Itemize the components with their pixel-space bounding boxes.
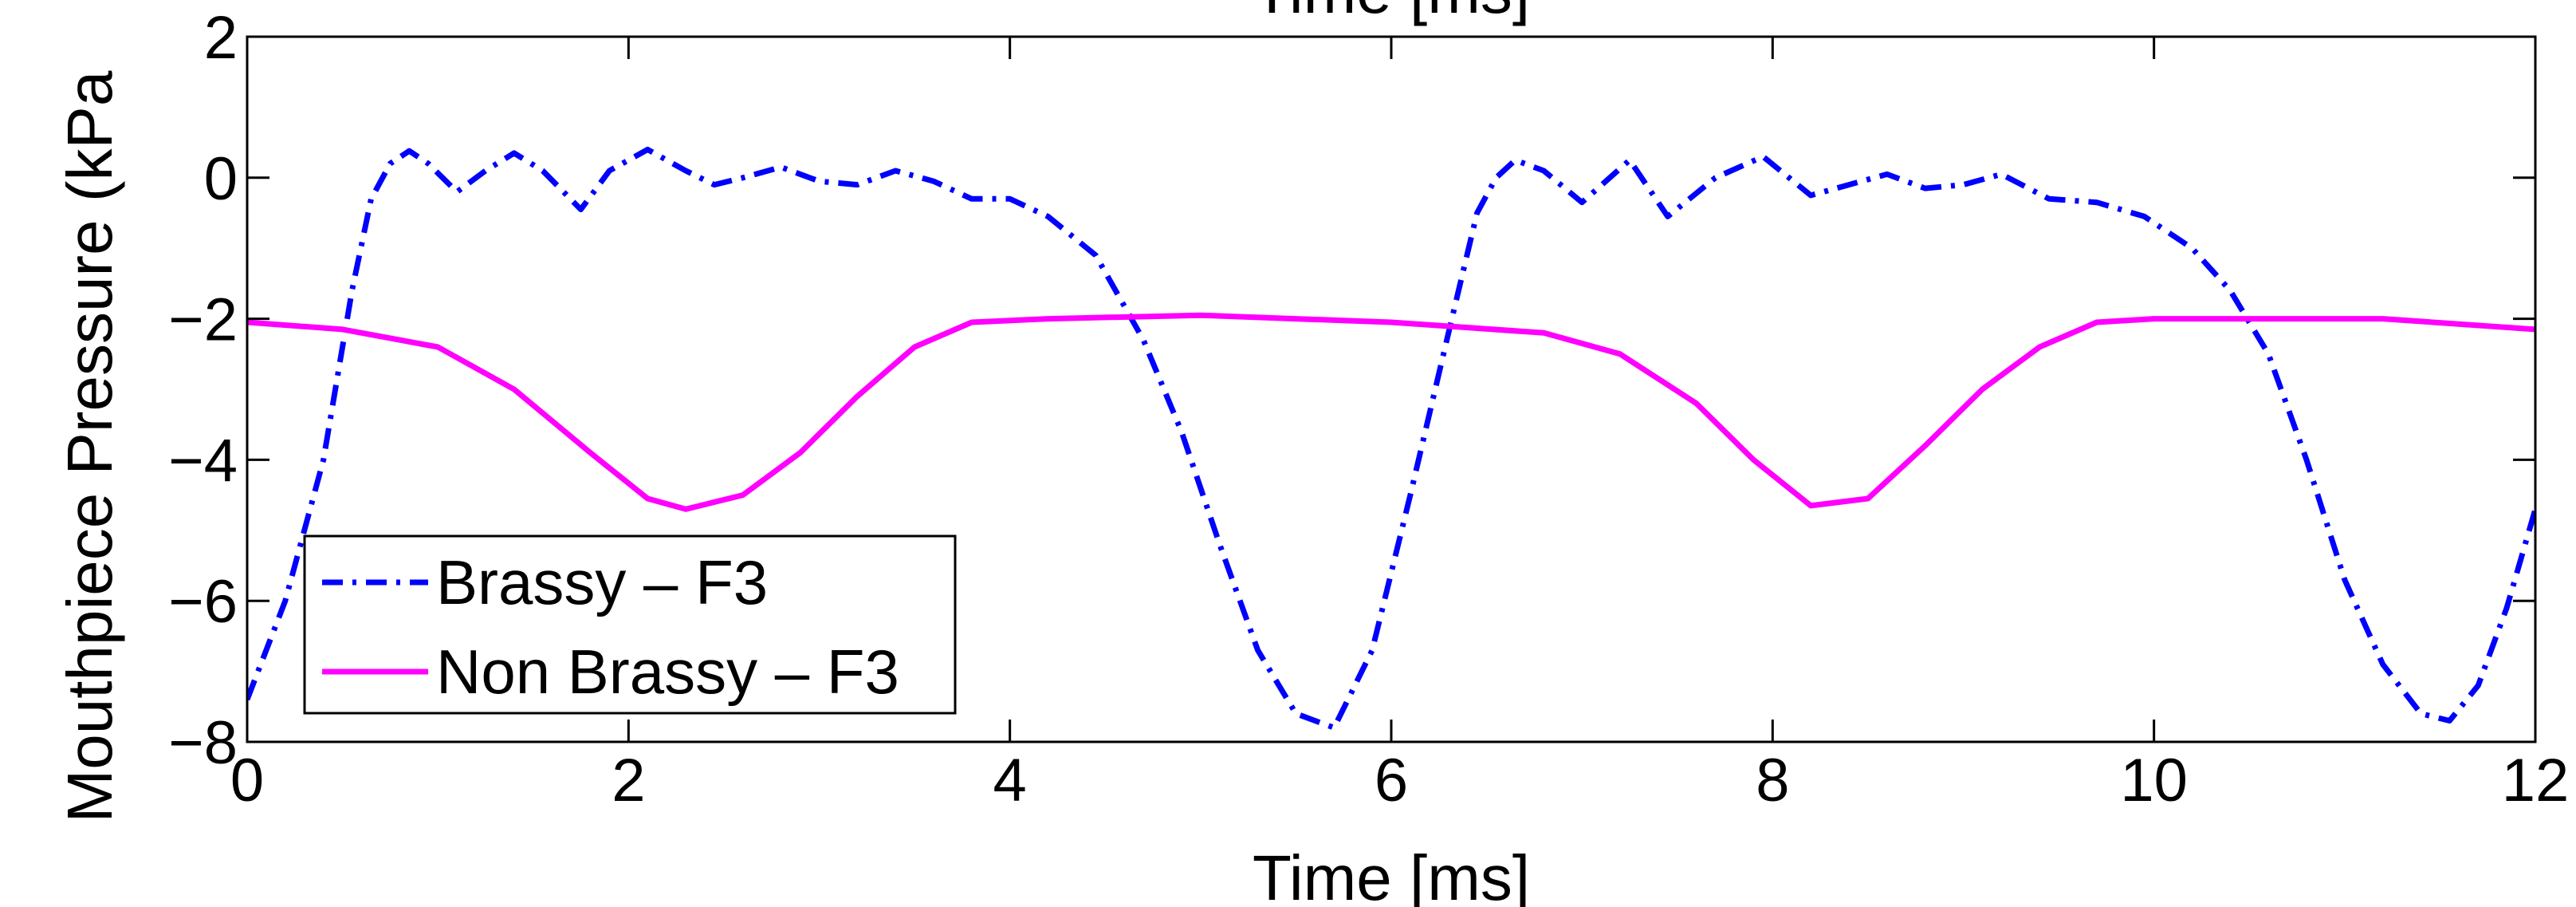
- x-axis-title: Time [ms]: [1253, 842, 1530, 907]
- x-tick-label: 0: [230, 747, 264, 814]
- y-tick-label: −2: [168, 286, 238, 354]
- x-tick-label: 10: [2120, 747, 2188, 814]
- x-tick-label: 4: [993, 747, 1027, 814]
- x-tick-label: 6: [1375, 747, 1408, 814]
- x-tick-label: 2: [612, 747, 645, 814]
- y-tick-label: 0: [204, 145, 238, 213]
- legend-label-non-brassy: Non Brassy – F3: [436, 637, 899, 707]
- legend: Brassy – F3 Non Brassy – F3: [303, 534, 957, 715]
- y-tick-label: −4: [168, 427, 238, 495]
- legend-box: [303, 534, 957, 715]
- y-tick-label: −8: [168, 709, 238, 777]
- series-layer: [247, 146, 2535, 731]
- y-tick-label: 2: [204, 4, 238, 72]
- ticks-layer: 0 2 4 6 8 10 12 2 0 −2 −4 −6 −8: [168, 4, 2569, 814]
- legend-label-brassy: Brassy – F3: [436, 547, 768, 617]
- series-line-brassy: [247, 146, 2535, 731]
- y-axis-title: Mouthpiece Pressure (kPa: [54, 70, 125, 822]
- y-tick-label: −6: [168, 568, 238, 636]
- x-tick-label: 12: [2502, 747, 2570, 814]
- clipped-top-axis-title: Time [ms]: [1253, 0, 1530, 26]
- x-tick-label: 8: [1756, 747, 1789, 814]
- series-line-non-brassy: [247, 312, 2535, 512]
